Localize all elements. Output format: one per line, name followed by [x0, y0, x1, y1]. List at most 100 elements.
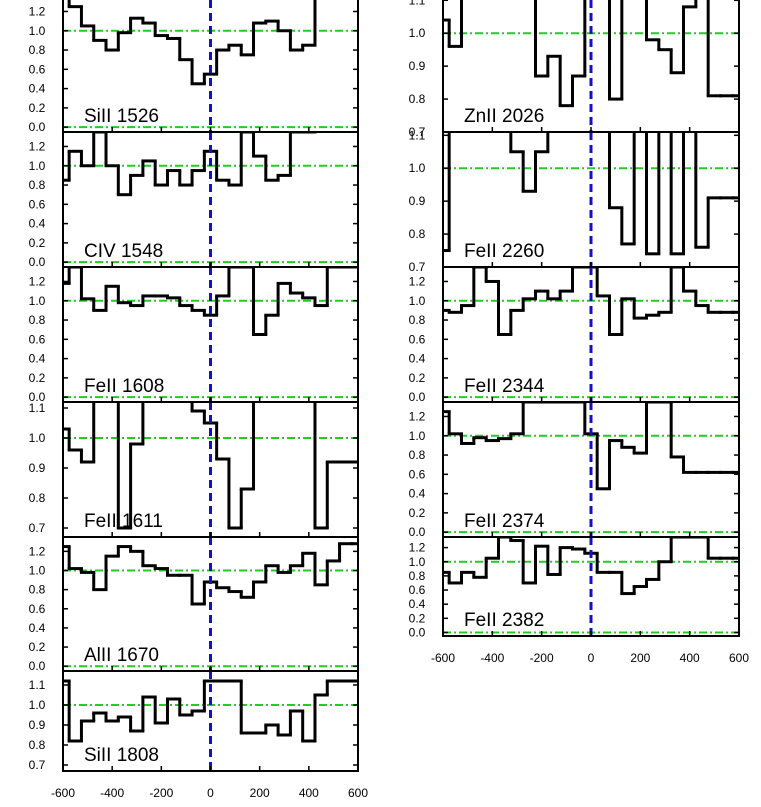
- right-velocity-tick-label: 400: [680, 651, 700, 665]
- siii-1526-species-label: SiII 1526: [84, 106, 159, 127]
- feii-1608-ytick-label: 1.0: [29, 294, 46, 308]
- feii-2374-ytick-label: 1.2: [409, 409, 426, 423]
- feii-2382-ytick-label: 0.8: [409, 569, 426, 583]
- siii-1808-spectrum: [63, 679, 358, 743]
- siii-1526-ytick-label: 0.4: [29, 82, 46, 96]
- civ-1548-spectrum: [63, 132, 317, 197]
- left-velocity-tick-label: -600: [51, 786, 75, 800]
- left-velocity-tick-label: 0: [207, 786, 214, 800]
- civ-1548-ytick-label: 0.8: [29, 178, 46, 192]
- feii-2374-spectrum: [443, 402, 739, 491]
- panel-feii-1611: 0.7 0.8 0.9 1.0 1.1 FeII 1611: [29, 401, 359, 538]
- feii-1611-ytick-label: 0.8: [29, 491, 46, 505]
- feii-2382-ytick-label: 0.0: [409, 625, 426, 639]
- znii-2026-ytick-label: 0.8: [409, 92, 426, 106]
- left-velocity-tick-label: 400: [299, 786, 319, 800]
- left-velocity-tick-label: -400: [100, 786, 124, 800]
- alii-1670-spectrum: [63, 542, 358, 606]
- siii-1526-spectrum: [67, 0, 317, 86]
- civ-1548-ytick-label: 0.6: [29, 197, 46, 211]
- feii-1608-spectrum: [63, 267, 358, 336]
- alii-1670-ytick-label: 1.0: [29, 564, 46, 578]
- znii-2026-ytick-label: 1.0: [409, 26, 426, 40]
- civ-1548-ytick-label: 0.4: [29, 217, 46, 231]
- civ-1548-ytick-label: 0.0: [29, 255, 46, 269]
- znii-2026-species-label: ZnII 2026: [464, 106, 544, 127]
- feii-2260-species-label: FeII 2260: [464, 241, 544, 262]
- siii-1526-ytick-label: 0.8: [29, 43, 46, 57]
- feii-2382-ytick-label: 0.6: [409, 583, 426, 597]
- znii-2026-ytick-label: 0.9: [409, 59, 426, 73]
- feii-2382-ytick-label: 0.4: [409, 597, 426, 611]
- feii-2374-ytick-label: 0.0: [409, 525, 426, 539]
- alii-1670-species-label: AlII 1670: [84, 645, 159, 666]
- feii-2344-ytick-label: 0.4: [409, 352, 426, 366]
- feii-2260-ytick-label: 1.0: [409, 161, 426, 175]
- feii-2344-ytick-label: 0.6: [409, 332, 426, 346]
- feii-1611-ytick-label: 1.1: [29, 401, 46, 415]
- feii-2344-ytick-label: 0.2: [409, 371, 426, 385]
- alii-1670-ytick-label: 0.6: [29, 602, 46, 616]
- panel-civ-1548: 0.0 0.2 0.4 0.6 0.8 1.0 1.2 CIV 1548: [29, 131, 359, 269]
- left-velocity-tick-label: -200: [149, 786, 173, 800]
- right-velocity-tick-label: -400: [480, 651, 504, 665]
- feii-1611-ytick-label: 1.0: [29, 431, 46, 445]
- right-velocity-tick-label: 200: [630, 651, 650, 665]
- feii-2382-ytick-label: 0.2: [409, 611, 426, 625]
- siii-1808-ytick-label: 1.1: [29, 678, 46, 692]
- feii-1608-ytick-label: 0.4: [29, 352, 46, 366]
- feii-2382-ytick-label: 1.0: [409, 555, 426, 569]
- feii-1608-ytick-label: 0.8: [29, 313, 46, 327]
- siii-1808-ytick-label: 1.0: [29, 698, 46, 712]
- feii-2260-ytick-label: 1.1: [409, 128, 426, 142]
- civ-1548-ytick-label: 1.2: [29, 139, 46, 153]
- feii-2344-species-label: FeII 2344: [464, 376, 545, 397]
- siii-1526-ytick-label: 0.0: [29, 120, 46, 134]
- panel-feii-1608: 0.0 0.2 0.4 0.6 0.8 1.0 1.2 FeII 1608: [29, 266, 359, 404]
- feii-2260-ytick-label: 0.9: [409, 194, 426, 208]
- znii-2026-ytick-label: 0.7: [409, 125, 426, 139]
- alii-1670-ytick-label: 1.2: [29, 544, 46, 558]
- velocity-axis-group: -600 -400 -200 0 200 400 600 -600 -400 -200 0 200 40…: [51, 651, 749, 800]
- feii-2374-ytick-label: 1.0: [409, 429, 426, 443]
- feii-2382-ytick-label: 1.2: [409, 541, 426, 555]
- feii-2374-species-label: FeII 2374: [464, 511, 545, 532]
- civ-1548-species-label: CIV 1548: [84, 241, 163, 262]
- right-velocity-tick-label: 0: [588, 651, 595, 665]
- civ-1548-ytick-label: 1.0: [29, 159, 46, 173]
- panel-siii-1808: 0.7 0.8 0.9 1.0 1.1 SiII 1808: [29, 670, 359, 772]
- left-velocity-tick-label: 600: [348, 786, 368, 800]
- feii-2374-ytick-label: 0.4: [409, 487, 426, 501]
- siii-1808-species-label: SiII 1808: [84, 745, 159, 766]
- feii-1608-ytick-label: 1.2: [29, 274, 46, 288]
- feii-2344-ytick-label: 1.0: [409, 294, 426, 308]
- panel-alii-1670: 0.0 0.2 0.4 0.6 0.8 1.0 1.2 AlII 1670: [29, 536, 359, 673]
- siii-1808-ytick-label: 0.9: [29, 718, 46, 732]
- feii-1611-species-label: FeII 1611: [84, 511, 163, 532]
- siii-1526-ytick-label: 0.2: [29, 101, 46, 115]
- feii-1611-ytick-label: 0.7: [29, 521, 46, 535]
- feii-2344-ytick-label: 1.2: [409, 274, 426, 288]
- right-velocity-tick-label: 600: [729, 651, 749, 665]
- feii-2260-ytick-label: 0.7: [409, 260, 426, 274]
- alii-1670-ytick-label: 0.0: [29, 659, 46, 673]
- feii-1608-ytick-label: 0.2: [29, 371, 46, 385]
- siii-1526-ytick-label: 1.0: [29, 24, 46, 38]
- feii-2260-spectrum: [443, 132, 739, 256]
- feii-2260-ytick-label: 0.8: [409, 227, 426, 241]
- feii-2344-ytick-label: 0.8: [409, 313, 426, 327]
- alii-1670-ytick-label: 0.8: [29, 583, 46, 597]
- right-velocity-tick-label: -600: [431, 651, 455, 665]
- feii-2344-ytick-label: 0.0: [409, 390, 426, 404]
- siii-1808-ytick-label: 0.8: [29, 738, 46, 752]
- feii-2374-ytick-label: 0.8: [409, 448, 426, 462]
- feii-2382-species-label: FeII 2382: [464, 610, 544, 631]
- znii-2026-spectrum: [443, 0, 739, 108]
- znii-2026-ytick-label: 1.1: [409, 0, 426, 7]
- feii-1608-ytick-label: 0.6: [29, 332, 46, 346]
- alii-1670-ytick-label: 0.2: [29, 640, 46, 654]
- alii-1670-ytick-label: 0.4: [29, 621, 46, 635]
- feii-1611-ytick-label: 0.9: [29, 461, 46, 475]
